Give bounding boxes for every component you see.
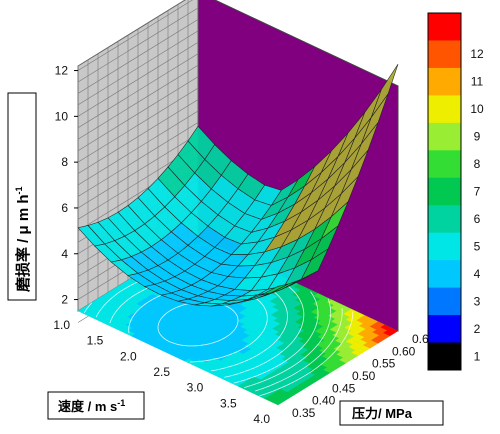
colorbar-segment (428, 40, 461, 69)
z-tick-label: 10 (55, 109, 69, 123)
colorbar-tick-label: 8 (474, 157, 481, 171)
colorbar-tick-label: 4 (474, 267, 481, 281)
x-axis-label: 速度 / m s-1 (58, 398, 125, 414)
colorbar-segment (428, 232, 461, 261)
surface-patch (261, 283, 289, 296)
x-tick-label: 1.5 (87, 334, 104, 348)
x-tick-label: 4.0 (253, 412, 270, 426)
z-tick-label: 4 (61, 247, 68, 261)
floor-cell (387, 327, 399, 334)
x-axis-ticks: 1.0 1.5 2.0 2.5 3.0 3.5 4.0 (53, 318, 270, 426)
colorbar-segment (428, 342, 461, 371)
colorbar-tick-label: 7 (474, 185, 481, 199)
z-tick-label: 8 (61, 155, 68, 169)
colorbar-segment (428, 150, 461, 179)
colorbar-segment (428, 205, 461, 234)
y-axis-ticks: 0.350.400.450.500.550.600.65 (292, 332, 436, 420)
colorbar-frame (427, 12, 462, 371)
y-tick-label: 0.55 (372, 357, 396, 371)
x-axis-label-sup: -1 (117, 398, 125, 408)
colorbar-segment (428, 67, 461, 96)
colorbar-tick-label: 5 (474, 239, 481, 253)
x-tick-label: 3.5 (220, 396, 237, 410)
colorbar-tick-label: 1 (474, 349, 481, 363)
colorbar-tick-label: 11 (471, 75, 484, 89)
colorbar-segment (428, 260, 461, 289)
colorbar-segment (428, 13, 461, 41)
x-tick-label: 2.5 (153, 365, 170, 379)
y-axis-label: 压力/ MPa (352, 406, 413, 421)
colorbar-tick-label: 9 (474, 130, 481, 144)
x-tick-label: 3.0 (187, 381, 204, 395)
z-axis-label: 磨损率 / μ m h-1 (14, 186, 32, 293)
colorbar-tick-label: 2 (474, 322, 481, 336)
y-tick-label: 0.45 (332, 381, 356, 395)
colorbar-segment (428, 177, 461, 206)
x-tick-label: 2.0 (120, 349, 137, 363)
contour-line (259, 311, 354, 397)
y-tick-label: 0.40 (312, 394, 336, 408)
colorbar-segment (428, 315, 461, 344)
colorbar-segment (428, 122, 461, 151)
z-axis-ticks: 2 4 6 8 10 12 (55, 64, 78, 307)
y-tick-label: 0.60 (392, 344, 416, 358)
wear-rate-surface (77, 64, 399, 307)
contour-line (157, 301, 239, 347)
x-axis-label-box (47, 391, 145, 420)
y-tick-label: 0.35 (292, 406, 316, 420)
colorbar-tick-label: 10 (470, 102, 484, 116)
z-tick-label: 12 (55, 64, 69, 78)
y-axis-label-box (339, 400, 444, 426)
z-tick-label: 2 (61, 293, 68, 307)
colorbar-segment (428, 287, 461, 316)
colorbar-segment (428, 95, 461, 124)
z-axis-label-box (7, 92, 37, 301)
colorbar-tick-label: 6 (474, 212, 481, 226)
colorbar-tick-label: 3 (474, 294, 481, 308)
colorbar-tick-label: 12 (470, 47, 484, 61)
z-axis-label-sup: -1 (14, 186, 24, 194)
y-tick-label: 0.50 (352, 369, 376, 383)
x-tick-label: 1.0 (53, 318, 70, 332)
z-tick-label: 6 (61, 201, 68, 215)
